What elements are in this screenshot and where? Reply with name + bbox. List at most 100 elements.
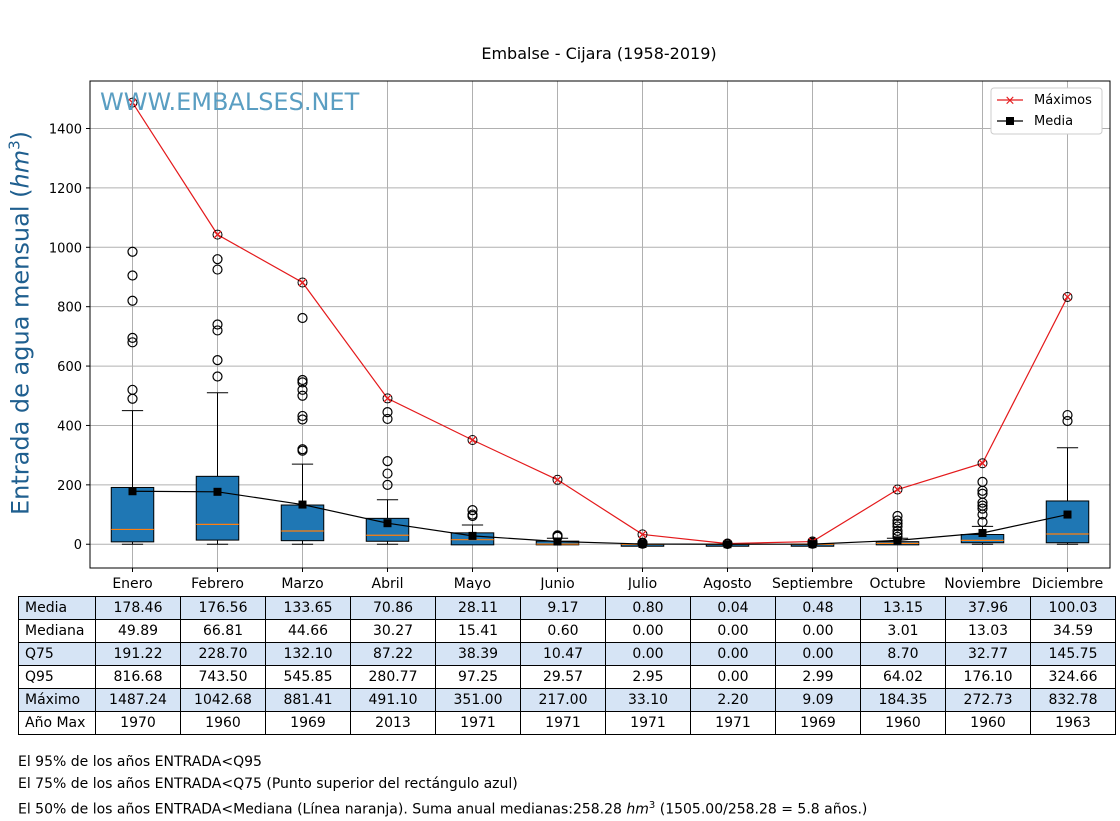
outlier-point	[382, 407, 393, 418]
box	[195, 475, 240, 541]
plot-frame	[89, 80, 1111, 569]
table-cell: 100.03	[1030, 596, 1116, 620]
table-cell: 8.70	[860, 642, 946, 666]
table-cell: 0.60	[520, 619, 606, 643]
legend-maximos-label: Máximos	[1034, 93, 1092, 108]
media-point	[468, 531, 477, 540]
table-cell: 0.00	[605, 642, 691, 666]
row-label: Q95	[18, 665, 96, 689]
table-cell: 1970	[95, 711, 181, 735]
x-tick-label: Noviembre	[944, 576, 1020, 590]
x-tick-label: Septiembre	[772, 576, 853, 590]
box	[110, 486, 155, 543]
maximos-outlier-ring	[297, 277, 308, 288]
y-axis-label: Entrada de agua mensual (hm3)	[5, 130, 35, 516]
maximos-outlier-ring	[637, 529, 648, 540]
table-cell: 324.66	[1030, 665, 1116, 689]
table-cell: 280.77	[350, 665, 436, 689]
table-cell: 13.03	[945, 619, 1031, 643]
maximos-line	[131, 102, 1069, 545]
table-cell: 37.96	[945, 596, 1031, 620]
table-cell: 1960	[945, 711, 1031, 735]
row-label: Máximo	[18, 688, 96, 712]
table-cell: 228.70	[180, 642, 266, 666]
outlier-point	[297, 312, 308, 324]
media-point	[1063, 510, 1072, 519]
table-cell: 0.04	[690, 596, 776, 620]
note-q75: El 75% de los años ENTRADA<Q75 (Punto su…	[18, 776, 518, 792]
maximos-point	[468, 436, 477, 444]
table-cell: 0.00	[690, 619, 776, 643]
table-cell: 184.35	[860, 688, 946, 712]
x-tick-label: Octubre	[869, 576, 925, 590]
outlier-point	[127, 295, 138, 306]
x-tick-label: Agosto	[703, 576, 751, 590]
table-cell: 0.80	[605, 596, 691, 620]
media-point	[213, 487, 222, 496]
outlier-point	[382, 455, 393, 467]
table-cell: 2013	[350, 711, 436, 735]
media-point	[383, 519, 392, 528]
table-cell: 1969	[775, 711, 861, 735]
boxplot-enero	[110, 246, 155, 545]
outlier-point	[212, 355, 223, 366]
table-cell: 1969	[265, 711, 351, 735]
maximos-outlier-ring	[382, 393, 393, 404]
table-cell: 2.20	[690, 688, 776, 712]
outlier-point	[127, 337, 138, 348]
y-tick-label: 1400	[49, 123, 82, 138]
boxplot-abril	[365, 407, 410, 545]
outlier-point	[297, 414, 308, 425]
table-row: Media 178.46 176.56 133.65 70.86 28.11 9.17 0.8…	[18, 596, 1116, 620]
y-tick-label: 1000	[49, 241, 82, 256]
table-cell: 13.15	[860, 596, 946, 620]
table-cell: 1971	[435, 711, 521, 735]
x-tick-label: Marzo	[281, 576, 323, 590]
media-point	[808, 540, 817, 549]
chart-title: Embalse - Cijara (1958-2019)	[481, 44, 716, 63]
row-label: Año Max	[18, 711, 96, 735]
table-cell: 272.73	[945, 688, 1031, 712]
boxplot-diciembre	[1045, 409, 1090, 545]
table-cell: 178.46	[95, 596, 181, 620]
outlier-point	[297, 374, 308, 386]
table-cell: 66.81	[180, 619, 266, 643]
outlier-point	[892, 515, 903, 526]
maximos-point	[383, 394, 392, 403]
x-tick-label: Diciembre	[1032, 576, 1103, 590]
row-label: Q75	[18, 642, 96, 666]
maximos-outlier-ring	[552, 474, 563, 485]
outlier-point	[892, 521, 903, 532]
outlier-point	[1062, 409, 1073, 421]
table-cell: 34.59	[1030, 619, 1116, 643]
table-cell: 29.57	[520, 665, 606, 689]
table-cell: 1487.24	[95, 688, 181, 712]
table-cell: 30.27	[350, 619, 436, 643]
table-cell: 545.85	[265, 665, 351, 689]
maximos-outlier-ring	[212, 229, 223, 240]
table-cell: 15.41	[435, 619, 521, 643]
box	[280, 504, 325, 542]
y-tick-label: 0	[74, 538, 82, 553]
table-cell: 191.22	[95, 642, 181, 666]
table-cell: 44.66	[265, 619, 351, 643]
table-cell: 64.02	[860, 665, 946, 689]
media-point	[553, 537, 562, 546]
watermark: WWW.EMBALSES.NET	[100, 88, 360, 116]
table-cell: 351.00	[435, 688, 521, 712]
table-cell: 2.99	[775, 665, 861, 689]
table-cell: 176.56	[180, 596, 266, 620]
maximos-outlier-ring	[977, 458, 988, 469]
table-cell: 3.01	[860, 619, 946, 643]
outlier-point	[212, 254, 223, 265]
note-q95: El 95% de los años ENTRADA<Q95	[18, 754, 262, 770]
media-point	[978, 528, 987, 537]
x-tick-label: Enero	[112, 576, 152, 590]
media-line	[132, 490, 1068, 545]
table-cell: 1042.68	[180, 688, 266, 712]
boxplots	[110, 246, 1090, 550]
table-cell: 145.75	[1030, 642, 1116, 666]
x-tick-label: Abril	[372, 576, 404, 590]
outlier-point	[297, 410, 308, 422]
maximos-point	[128, 98, 137, 107]
